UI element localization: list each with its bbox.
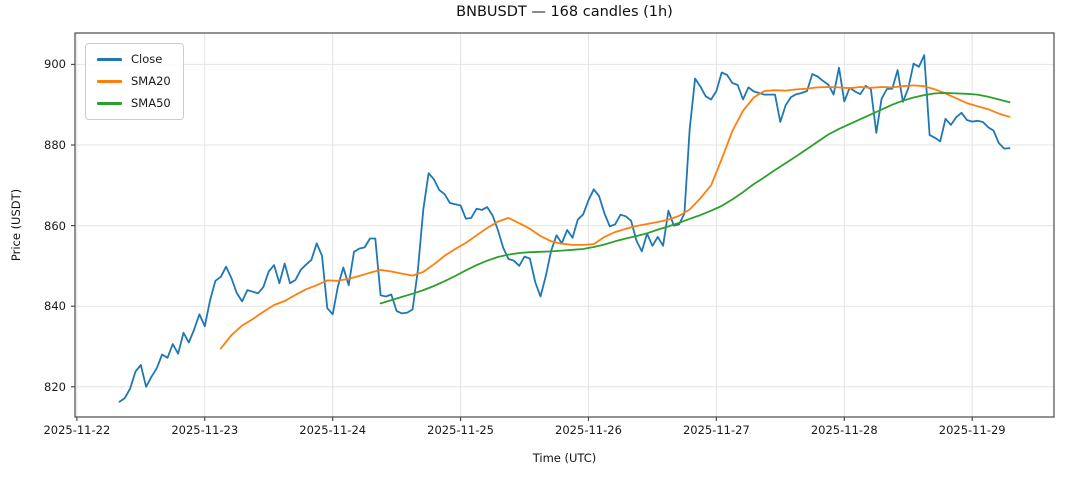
legend-items: Close SMA20 SMA50 xyxy=(97,51,171,112)
y-tick-label: 900 xyxy=(44,57,66,72)
x-tick-label: 2025-11-23 xyxy=(171,423,239,437)
legend-label: Close xyxy=(131,52,163,66)
chart-title: BNBUSDT — 168 candles (1h) xyxy=(456,4,673,20)
series-line-close xyxy=(118,54,1011,403)
y-tick-label: 820 xyxy=(44,379,66,394)
plot-frame xyxy=(74,32,1055,418)
legend-line-swatch xyxy=(97,102,122,105)
legend: Close SMA20 SMA50 xyxy=(85,43,184,120)
legend-line-swatch xyxy=(97,58,122,61)
y-tick-label: 880 xyxy=(44,138,66,153)
legend-entry-sma50: SMA50 xyxy=(97,95,171,112)
x-tick-label: 2025-11-22 xyxy=(43,423,111,437)
x-axis-label: Time (UTC) xyxy=(532,451,597,465)
y-tick-label: 860 xyxy=(44,218,66,233)
x-tick-label: 2025-11-24 xyxy=(299,423,367,437)
legend-line-swatch xyxy=(97,80,122,83)
x-tick-label: 2025-11-29 xyxy=(938,423,1006,437)
x-tick-label: 2025-11-27 xyxy=(682,423,750,437)
legend-entry-sma20: SMA20 xyxy=(97,73,171,90)
x-tick-label: 2025-11-26 xyxy=(555,423,622,437)
series-line-sma50 xyxy=(379,92,1011,305)
legend-label: SMA50 xyxy=(131,96,171,110)
x-tick-label: 2025-11-25 xyxy=(427,423,494,437)
y-tick-label: 840 xyxy=(44,299,66,314)
x-tick-label: 2025-11-28 xyxy=(810,423,878,437)
legend-entry-close: Close xyxy=(97,51,171,68)
legend-label: SMA20 xyxy=(131,74,171,88)
series-line-sma20 xyxy=(219,84,1011,350)
